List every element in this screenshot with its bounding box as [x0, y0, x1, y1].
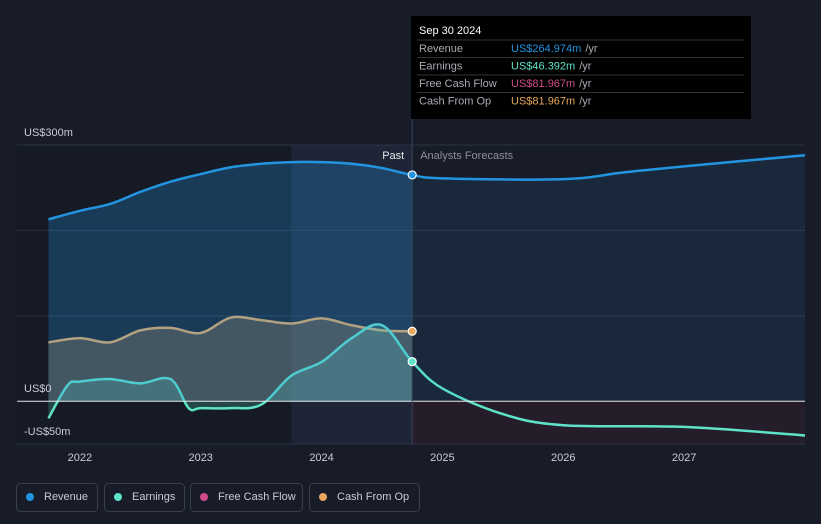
- legend-swatch: [319, 493, 327, 501]
- legend-box: [104, 483, 185, 512]
- x-tick-label: 2024: [309, 452, 333, 464]
- point-marker: [407, 357, 417, 367]
- legend-item[interactable]: Free Cash Flow: [190, 483, 303, 512]
- tooltip-value: US$81.967m/yr: [511, 78, 592, 90]
- tooltip-value-number: US$46.392m: [511, 60, 575, 72]
- tooltip-value: US$81.967m/yr: [511, 95, 592, 107]
- tooltip-value-unit: /yr: [579, 60, 592, 72]
- tooltip-value: US$264.974m/yr: [511, 43, 598, 55]
- x-tick-label: 2027: [672, 452, 696, 464]
- tooltip-title: Sep 30 2024: [419, 25, 481, 37]
- tooltip: Sep 30 2024 Revenue US$264.974m/yr Earnings…: [411, 16, 751, 119]
- series-line: [48, 315, 413, 344]
- area-past: [48, 161, 413, 402]
- tooltip-value-number: US$81.967m: [511, 95, 575, 107]
- legend-label: Earnings: [132, 491, 176, 503]
- tooltip-label: Revenue: [419, 43, 463, 55]
- legend-item[interactable]: Cash From Op: [309, 483, 420, 512]
- series-line: [47, 323, 806, 437]
- forecast-neg-bg: [412, 401, 805, 444]
- point-marker: [407, 170, 417, 180]
- x-tick-label: 2025: [430, 452, 454, 464]
- legend-swatch: [200, 493, 208, 501]
- legend-box: [309, 483, 420, 512]
- y-tick-label: US$0: [24, 383, 52, 395]
- area-past: [48, 316, 413, 402]
- legend-item[interactable]: Revenue: [16, 483, 98, 512]
- area-forecast: [412, 155, 805, 402]
- legend-label: Revenue: [44, 491, 88, 503]
- legend-swatch: [114, 493, 122, 501]
- x-tick-label: 2022: [68, 452, 92, 464]
- tooltip-label: Earnings: [419, 60, 463, 72]
- past-label: Past: [382, 150, 404, 162]
- tooltip-value-unit: /yr: [585, 43, 598, 55]
- forecast-label: Analysts Forecasts: [420, 150, 513, 162]
- point-marker: [407, 326, 417, 336]
- tooltip-bg: [411, 16, 751, 119]
- legend-swatch: [26, 493, 34, 501]
- legend-box: [16, 483, 98, 512]
- area-past: [48, 324, 413, 419]
- tooltip-value-number: US$81.967m: [511, 78, 575, 90]
- legend-box: [190, 483, 303, 512]
- legend-item[interactable]: Earnings: [104, 483, 185, 512]
- legend-label: Cash From Op: [337, 491, 409, 503]
- tooltip-value-number: US$264.974m: [511, 43, 581, 55]
- tooltip-label: Cash From Op: [419, 95, 491, 107]
- highlight-band: [291, 145, 413, 444]
- tooltip-value-unit: /yr: [579, 95, 592, 107]
- y-tick-label: US$300m: [24, 127, 73, 139]
- legend-label: Free Cash Flow: [218, 491, 296, 503]
- y-tick-label: -US$50m: [24, 426, 70, 438]
- tooltip-value-unit: /yr: [579, 78, 592, 90]
- x-tick-label: 2023: [188, 452, 212, 464]
- tooltip-value: US$46.392m/yr: [511, 60, 592, 72]
- tooltip-label: Free Cash Flow: [419, 78, 497, 90]
- x-tick-label: 2026: [551, 452, 575, 464]
- series-line: [48, 154, 806, 221]
